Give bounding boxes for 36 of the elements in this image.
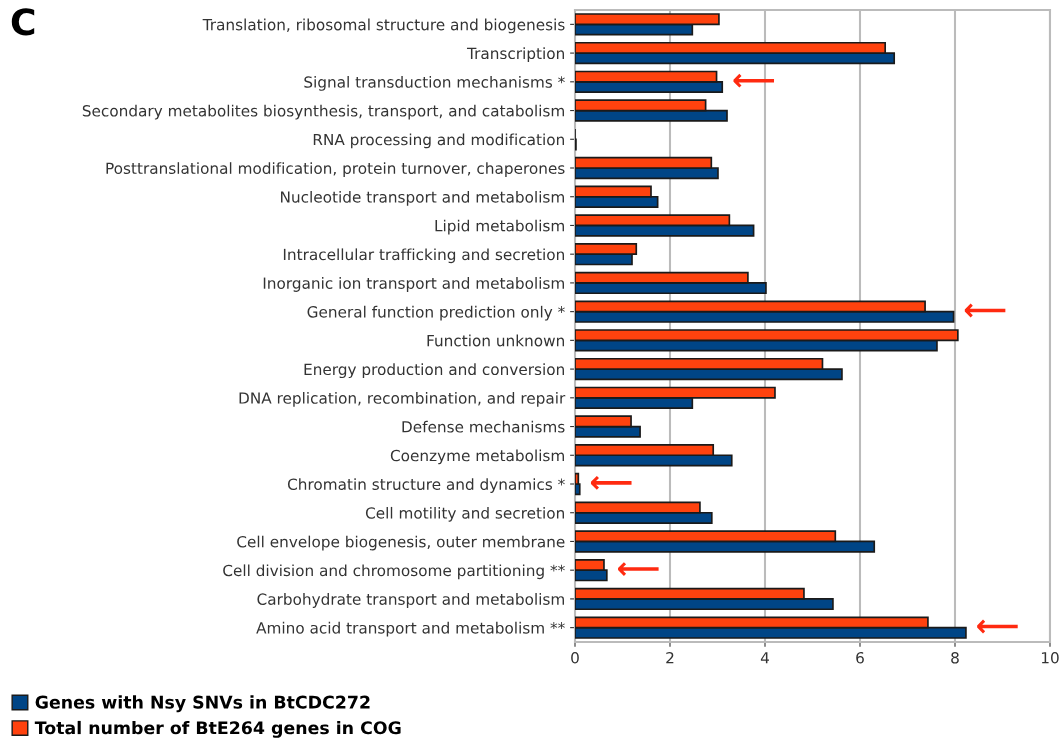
y-tick-label: Posttranslational modification, protein turnover, chaperones — [106, 162, 565, 177]
legend-label: Total number of BtE264 genes in COG — [34, 720, 401, 738]
y-tick-label: Carbohydrate transport and metabolism — [257, 593, 564, 608]
annotation: ⟵ — [733, 73, 775, 88]
annotation: ⟵ — [964, 303, 1006, 318]
y-tick-label: Transcription — [466, 47, 564, 63]
y-tick-label: Cell envelope biogenesis, outer membrane — [237, 535, 565, 551]
y-tick-label: Chromatin structure and dynamics * — [287, 478, 565, 493]
y-tick-label: Function unknown — [427, 334, 564, 347]
y-tick-label: Amino acid transport and metabolism ** — [256, 621, 565, 637]
y-tick-label: DNA replication, recombination, and repair — [239, 392, 566, 407]
x-tick-label: 4 — [760, 652, 769, 664]
y-tick-label: General function prediction only * — [307, 305, 565, 321]
x-tick-label: 8 — [951, 651, 959, 664]
y-tick-label: Cell motility and secretion — [365, 506, 564, 522]
y-tick-label: Intracellular trafficking and secretion — [283, 248, 564, 264]
y-tick-label: Energy production and conversion — [304, 363, 564, 379]
y-tick-label: Secondary metabolites biosynthesis, transport, and catabolism — [82, 104, 564, 120]
annotation: ⟵ — [977, 619, 1018, 634]
legend-label: Genes with Nsy SNVs in BtCDC272 — [35, 695, 370, 713]
x-tick-label: 10 — [1041, 651, 1059, 664]
x-tick-label: 6 — [856, 651, 864, 664]
y-tick-label: Cell division and chromosome partitioning ** — [223, 564, 565, 580]
y-tick-label: Lipid metabolism — [435, 219, 564, 235]
x-tick-label: 0 — [571, 651, 579, 664]
y-tick-label: Signal transduction mechanisms * — [304, 76, 565, 91]
annotation: ⟵ — [590, 475, 632, 490]
y-tick-label: Nucleotide transport and metabolism — [281, 190, 564, 206]
y-tick-label: Coenzyme metabolism — [390, 449, 564, 465]
y-tick-label: RNA processing and modification — [313, 133, 564, 149]
annotation: ⟵ — [618, 562, 659, 576]
y-tick-label: Translation, ribosomal structure and biogenesis — [202, 18, 565, 34]
x-tick-label: 2 — [666, 651, 674, 664]
y-tick-label: Inorganic ion transport and metabolism — [263, 277, 564, 292]
text: C — [11, 8, 35, 36]
y-tick-label: Defense mechanisms — [402, 420, 565, 433]
